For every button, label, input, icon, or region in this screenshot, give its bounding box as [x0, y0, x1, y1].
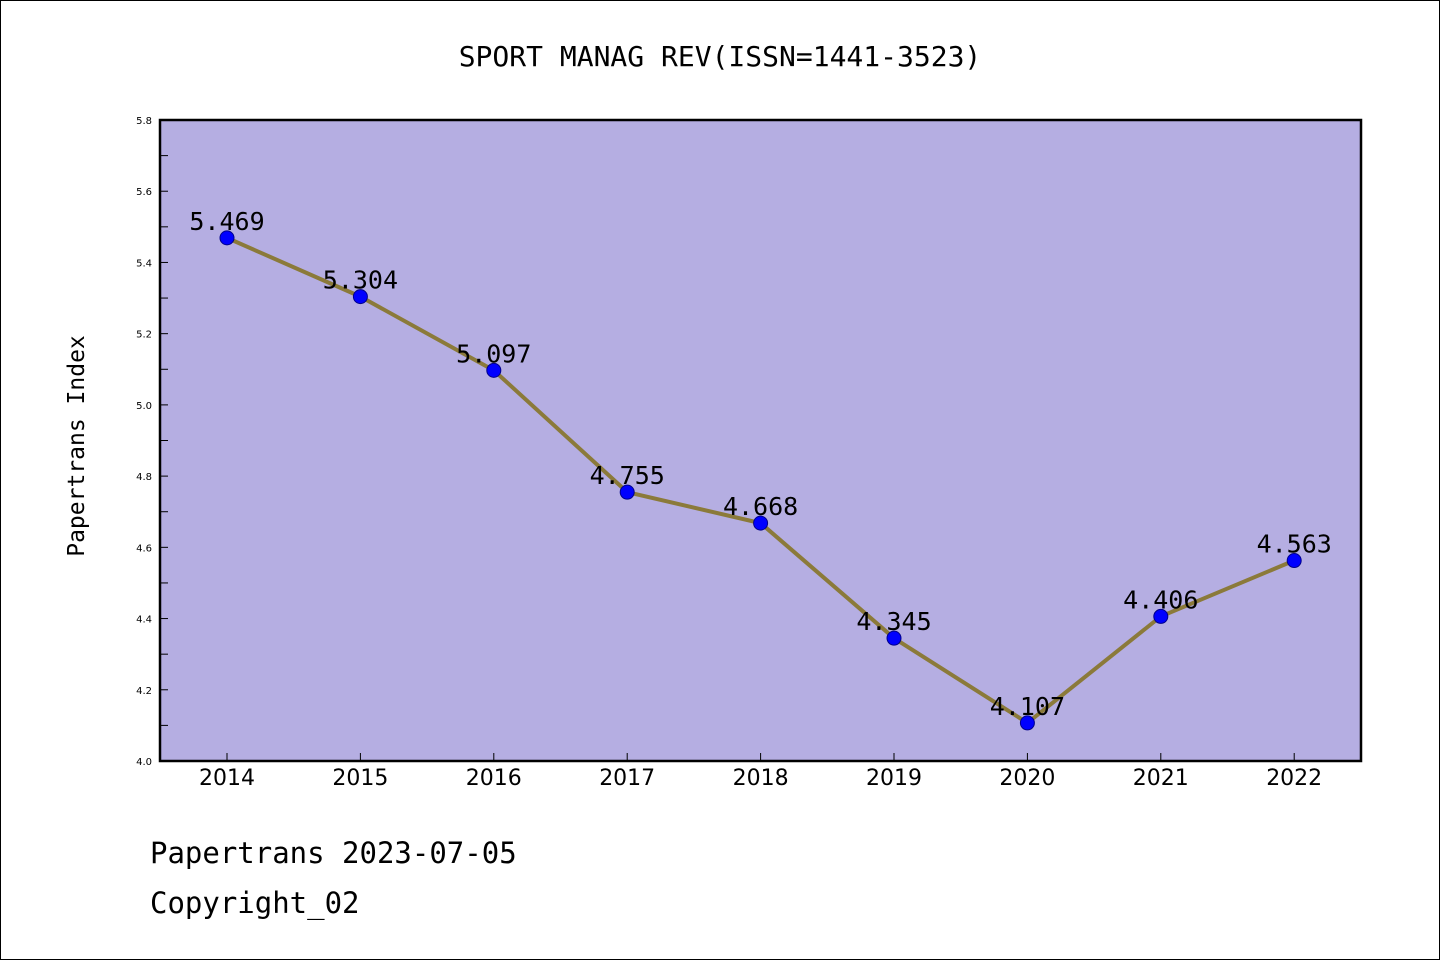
x-tick-label: 2014 [199, 766, 255, 791]
x-tick-label: 2022 [1266, 766, 1322, 791]
data-label: 4.406 [1123, 585, 1198, 614]
x-tick-label: 2020 [999, 766, 1055, 791]
y-axis-label: Papertrans Index [64, 335, 90, 557]
y-tick-label: 5.8 [136, 116, 152, 127]
y-tick-label: 4.0 [136, 757, 152, 768]
y-tick-label: 5.0 [136, 401, 152, 412]
data-point [886, 630, 902, 646]
x-tick-label: 2019 [866, 766, 922, 791]
data-label: 4.107 [990, 692, 1065, 721]
x-tick-label: 2017 [599, 766, 655, 791]
data-label: 4.345 [856, 607, 931, 636]
x-tick-label: 2015 [332, 766, 388, 791]
data-point [486, 362, 502, 378]
data-point [753, 515, 769, 531]
data-point [1286, 553, 1302, 569]
footer-date: Papertrans 2023-07-05 [150, 836, 517, 870]
y-tick-label: 4.2 [136, 686, 152, 697]
chart-title: SPORT MANAG REV(ISSN=1441-3523) [459, 40, 982, 73]
data-label: 4.563 [1257, 530, 1332, 559]
data-label: 5.097 [456, 339, 531, 368]
y-tick-label: 5.4 [136, 258, 152, 269]
series-line-group [219, 230, 1302, 731]
y-tick-label: 4.8 [136, 472, 152, 483]
footer-copyright: Copyright_02 [150, 886, 360, 920]
y-tick-label: 5.6 [136, 187, 152, 198]
data-point [352, 289, 368, 305]
data-point [1153, 608, 1169, 624]
y-tick-label: 4.6 [136, 543, 152, 554]
y-tick-label: 4.4 [136, 615, 152, 626]
data-point [1019, 715, 1035, 731]
x-axis: 2014 2015 2016 2017 2018 2019 2020 2021 2022 [199, 753, 1322, 791]
x-tick-label: 2018 [733, 766, 789, 791]
data-label: 4.755 [590, 461, 665, 490]
x-tick-label: 2016 [466, 766, 522, 791]
data-point [619, 484, 635, 500]
data-labels: 5.469 5.304 5.097 4.755 4.668 4.345 4.107 4.406… [189, 207, 1331, 721]
data-label: 5.469 [189, 207, 264, 236]
data-label: 4.668 [723, 492, 798, 521]
plot-area [160, 120, 1361, 761]
y-axis: 4.0 4.2 4.4 4.6 4.8 5.0 5.2 5.4 5.6 5.8 [136, 116, 168, 768]
plot-border [158, 118, 1363, 763]
data-label: 5.304 [323, 266, 398, 295]
data-point [219, 230, 235, 246]
x-tick-label: 2021 [1133, 766, 1189, 791]
y-tick-label: 5.2 [136, 330, 152, 341]
